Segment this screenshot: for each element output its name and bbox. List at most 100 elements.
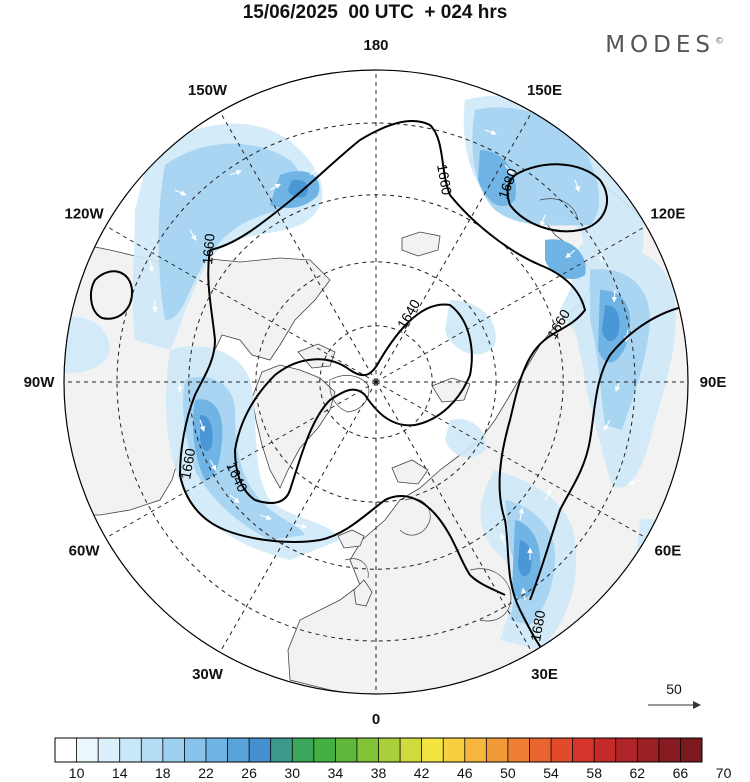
wind-vector	[229, 494, 240, 504]
longitude-label: 30E	[531, 666, 558, 683]
colorbar-swatch	[335, 738, 358, 762]
meridian-line	[375, 381, 647, 539]
wind-vector	[199, 419, 205, 432]
colorbar-swatch	[464, 738, 487, 762]
colorbar-label: 42	[414, 765, 430, 781]
wind-vector	[189, 229, 197, 241]
wind-vector	[574, 179, 580, 192]
meridian-line	[219, 111, 377, 383]
colorbar-swatch	[162, 738, 185, 762]
colorbar-swatch	[529, 738, 552, 762]
vector-legend-value: 50	[666, 681, 682, 697]
colorbar-swatch	[98, 738, 120, 762]
longitude-label: 150W	[188, 82, 228, 99]
wind-vector	[269, 183, 281, 191]
colorbar-label: 54	[543, 765, 559, 781]
wind-vector	[518, 507, 524, 521]
colorbar-swatch	[249, 738, 271, 762]
longitude-label: 90W	[24, 374, 56, 391]
longitude-label: 150E	[527, 82, 562, 99]
longitude-label: 180	[363, 37, 388, 54]
wind-vector	[259, 514, 272, 520]
wind-vector	[299, 139, 307, 151]
wind-vector	[148, 259, 154, 273]
wind-band-core	[200, 179, 620, 577]
colorbar-swatch	[507, 738, 530, 762]
longitude-labels: 180 150E 120E 90E 60E 30E 0 30W 60W 90W 120W 150W	[24, 37, 727, 728]
meridian-line	[375, 225, 647, 383]
map-disc: 1660 1680 1660 1640 1660 1660 1640 1680	[64, 70, 688, 694]
contour-1680-asia	[506, 163, 609, 233]
longitude-label: 60W	[69, 543, 101, 560]
longitude-label: 60E	[655, 543, 682, 560]
wind-vector	[611, 289, 618, 303]
colorbar-swatch	[615, 738, 638, 762]
chart-title: 15/06/2025 00 UTC + 024 hrs	[242, 2, 508, 23]
colorbar-swatch	[205, 738, 228, 762]
colorbar-swatch	[378, 738, 401, 762]
wind-vector	[500, 533, 506, 546]
longitude-label: 120E	[650, 206, 685, 223]
wind-vector	[469, 184, 477, 196]
contour-1660-west	[178, 249, 506, 596]
meridian-line	[219, 381, 377, 653]
colorbar-swatch	[572, 738, 595, 762]
land-arctic-islands	[297, 343, 336, 369]
contour-1660-pacific	[209, 120, 587, 666]
colorbar-label: 58	[586, 765, 602, 781]
colorbar-frame	[54, 737, 703, 763]
meridian-line	[105, 225, 377, 383]
land-uk	[353, 579, 373, 607]
colorbar-label: 50	[500, 765, 516, 781]
contour-1640-inner	[233, 303, 473, 504]
wind-vector	[484, 129, 497, 135]
vector-legend: 50	[648, 681, 701, 709]
contour-label: 1660	[199, 233, 218, 266]
graticule	[64, 70, 688, 694]
colorbar-label: 22	[198, 765, 214, 781]
wind-vector	[540, 214, 546, 227]
map-boundary	[63, 69, 689, 695]
contour-1660-east	[529, 304, 688, 601]
wind-vector	[504, 164, 514, 175]
colorbar-swatch	[119, 738, 142, 762]
colorbar-swatch	[658, 738, 681, 762]
colorbar-swatch	[356, 738, 379, 762]
wind-vector	[174, 189, 187, 196]
wind-vector	[209, 459, 217, 471]
longitude-label: 90E	[700, 374, 727, 391]
wind-vector	[229, 170, 242, 176]
contour-closed-west	[89, 270, 134, 320]
longitude-label: 120W	[65, 206, 105, 223]
colorbar-label: 18	[155, 765, 171, 781]
colorbar-swatch	[551, 738, 573, 762]
colorbar-swatch	[270, 738, 293, 762]
land-greenland	[251, 364, 336, 489]
longitude-label: 0	[372, 711, 380, 728]
colorbar-label: 66	[673, 765, 689, 781]
wind-vector	[559, 124, 571, 132]
colorbar-swatch	[55, 738, 77, 762]
longitude-label: 30W	[192, 666, 224, 683]
colorbar-label: 10	[69, 765, 85, 781]
meridian-line	[375, 111, 533, 383]
wind-vectors	[148, 103, 661, 601]
contour-label: 1680	[527, 609, 548, 643]
contour-label: 1660	[434, 163, 455, 197]
brand-logo: MODES©	[605, 32, 724, 58]
colorbar-swatch	[637, 738, 660, 762]
colorbar-swatch	[400, 738, 422, 762]
colorbar-label: 34	[328, 765, 344, 781]
meridian-line	[375, 381, 533, 653]
brand-name: MODES	[605, 32, 715, 58]
colorbar-swatch	[292, 738, 315, 762]
contour-label: 1660	[177, 447, 198, 481]
colorbar-label: 62	[630, 765, 646, 781]
colorbar-swatch	[141, 738, 164, 762]
wind-vector	[565, 249, 576, 259]
colorbar-label: 38	[371, 765, 387, 781]
brand-mark: ©	[715, 36, 724, 47]
wind-vector	[544, 489, 552, 501]
land-iceland	[337, 529, 365, 549]
colorbar-swatch	[443, 738, 466, 762]
